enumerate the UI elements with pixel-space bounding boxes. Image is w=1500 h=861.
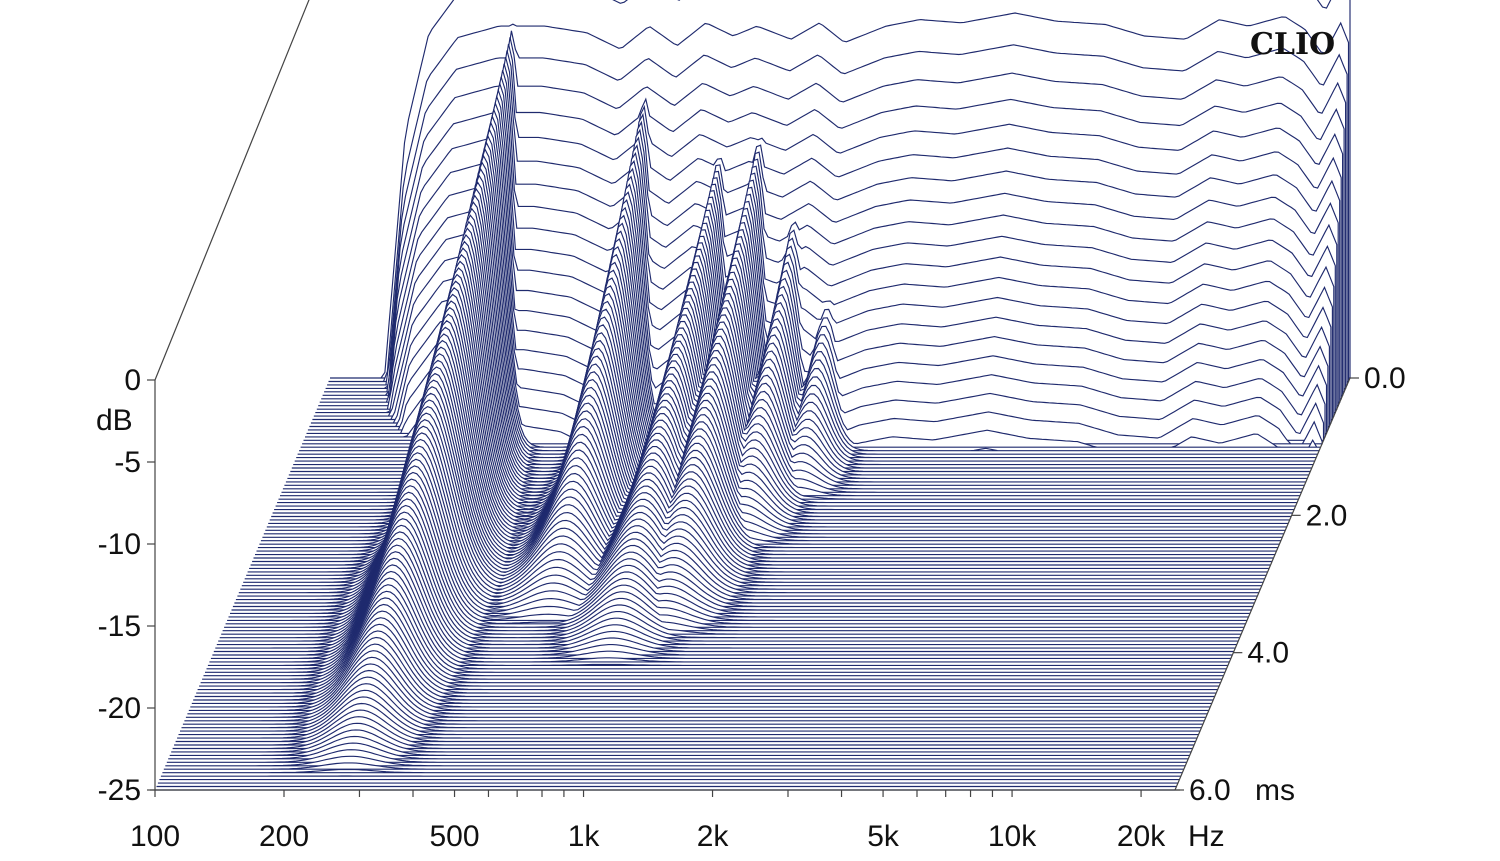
y-tick-label: -25 <box>98 774 141 807</box>
slice-111 <box>166 749 1187 763</box>
slice-114 <box>162 768 1183 774</box>
x-axis-unit: Hz <box>1188 820 1225 853</box>
waterfall-slices <box>155 0 1351 791</box>
y-axis-label: dB <box>96 404 133 437</box>
y-tick-label: -10 <box>98 528 141 561</box>
chart-labels: CLIO dB Hz ms 100 200 500 1k 2k 5k 10k 20k 0 -5 -1… <box>96 27 1406 853</box>
frame-top-diagonal <box>154 0 310 381</box>
y-tick-label: -15 <box>98 610 141 643</box>
slice-110 <box>168 742 1189 760</box>
z-tick-label: 6.0 <box>1189 774 1231 807</box>
x-tick-label: 5k <box>867 820 900 853</box>
slice-109 <box>169 735 1190 756</box>
z-axis-unit: ms <box>1255 774 1295 807</box>
z-tick-label: 4.0 <box>1247 637 1289 670</box>
x-tick-label: 100 <box>130 820 180 853</box>
x-tick-label: 500 <box>430 820 480 853</box>
y-tick-label: -20 <box>98 692 141 725</box>
x-tick-label: 20k <box>1117 820 1166 853</box>
x-tick-label: 2k <box>697 820 730 853</box>
clio-logo: CLIO <box>1250 27 1335 62</box>
slice-112 <box>165 755 1186 767</box>
x-tick-label: 1k <box>568 820 601 853</box>
z-tick-label: 0.0 <box>1364 362 1406 395</box>
x-tick-label: 200 <box>259 820 309 853</box>
chart-axes <box>147 0 1359 797</box>
y-tick-label: -5 <box>114 446 141 479</box>
x-tick-label: 10k <box>988 820 1037 853</box>
slice-108 <box>171 729 1192 753</box>
z-axis-line <box>1174 377 1351 791</box>
y-tick-label: 0 <box>124 364 141 397</box>
slice-113 <box>163 762 1184 770</box>
z-tick-label: 2.0 <box>1306 499 1348 532</box>
